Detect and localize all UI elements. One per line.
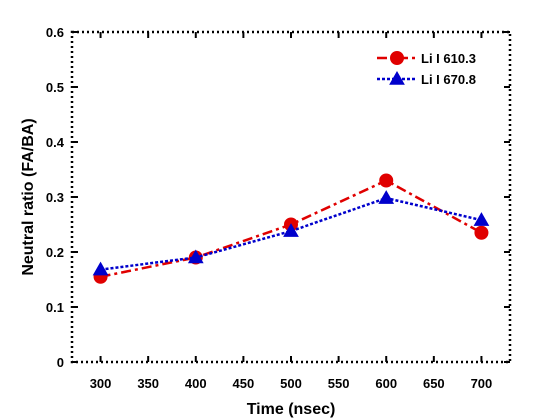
y-axis-title: Neutral ratio (FA/BA) [20, 118, 37, 275]
data-point [475, 226, 488, 239]
x-tick-label: 300 [90, 376, 112, 391]
x-tick-label: 650 [423, 376, 445, 391]
legend-label: Li I 610.3 [421, 51, 476, 66]
legend-marker [391, 52, 404, 65]
y-tick-label: 0.4 [46, 135, 65, 150]
x-tick-label: 500 [280, 376, 302, 391]
x-tick-label: 700 [471, 376, 493, 391]
x-tick-label: 400 [185, 376, 207, 391]
y-tick-label: 0.2 [46, 245, 64, 260]
y-tick-label: 0.1 [46, 300, 64, 315]
data-point [380, 174, 393, 187]
y-tick-label: 0.6 [46, 25, 64, 40]
y-tick-label: 0 [57, 355, 64, 370]
x-tick-label: 350 [137, 376, 159, 391]
x-tick-label: 600 [375, 376, 397, 391]
legend-label: Li I 670.8 [421, 72, 476, 87]
y-tick-label: 0.5 [46, 80, 64, 95]
x-axis-title: Time (nsec) [247, 401, 336, 418]
x-tick-label: 450 [233, 376, 255, 391]
x-tick-label: 550 [328, 376, 350, 391]
y-tick-label: 0.3 [46, 190, 64, 205]
